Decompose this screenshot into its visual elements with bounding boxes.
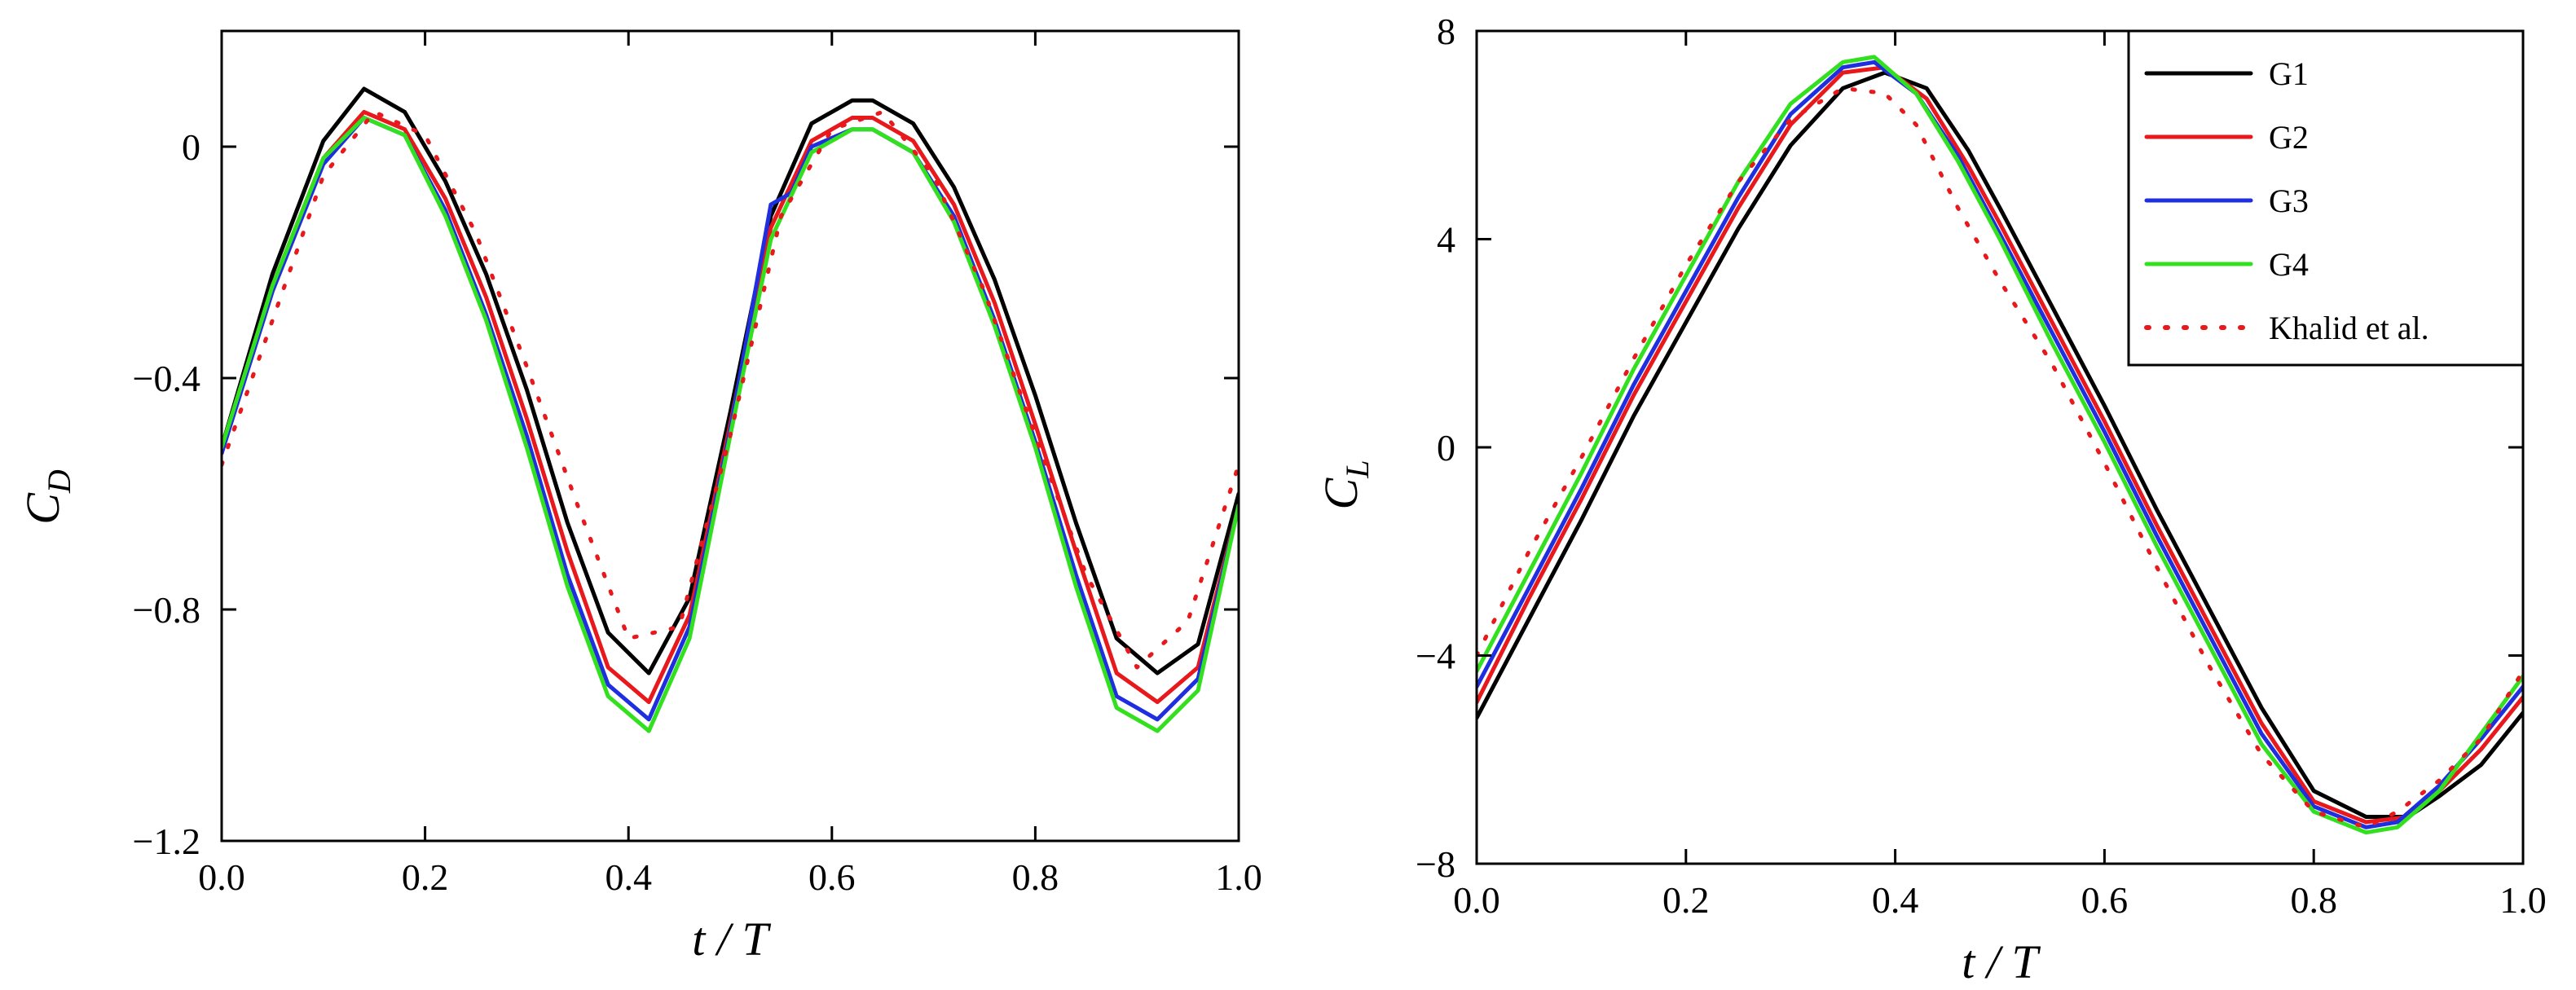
- drag-plot-frame: [220, 29, 1240, 843]
- drag-y-tick-label: −1.2: [133, 821, 200, 862]
- lift-series-g4: [1477, 55, 2523, 835]
- drag-x-tick-label: 1.0: [1215, 856, 1262, 898]
- legend-label: G1: [2269, 55, 2309, 92]
- lift-y-tick-label: 8: [1437, 11, 1455, 52]
- legend-label: G3: [2269, 183, 2309, 219]
- lift-x-tick-label: 0.4: [1872, 879, 1919, 921]
- lift-x-tick-label: 0.8: [2290, 879, 2337, 921]
- lift-y-tick-label: 0: [1437, 427, 1455, 469]
- drag-x-tick-label: 0.8: [1012, 856, 1059, 898]
- lift-series-g2: [1477, 65, 2523, 825]
- lift-y-tick-label: −4: [1416, 636, 1455, 677]
- drag-y-tick-label: −0.4: [133, 358, 200, 399]
- lift-y-tick-label: −8: [1416, 843, 1455, 885]
- lift-series-g1: [1477, 70, 2523, 819]
- drag-series-khalid-et-al: [222, 109, 1239, 670]
- lift-series-g3: [1477, 59, 2523, 829]
- drag-x-axis-title: t / T: [692, 913, 771, 966]
- legend-box: [2127, 29, 2525, 367]
- drag-x-tick-label: 0.0: [198, 856, 245, 898]
- legend-label: Khalid et al.: [2269, 310, 2429, 346]
- drag-x-tick-label: 0.4: [605, 856, 652, 898]
- lift-x-axis-title: t / T: [1962, 935, 2041, 988]
- drag-x-tick-label: 0.2: [402, 856, 449, 898]
- lift-series-khalid-et-al: [1477, 86, 2523, 829]
- lift-x-tick-label: 0.6: [2081, 879, 2129, 921]
- drag-series-group: [222, 86, 1239, 733]
- lift-coefficient-panel: 0.0 0.2 0.4 0.6 0.8 1.0 8 4 0 −4 −8 t / T CL G1 G2 G3 G4…: [1314, 11, 2547, 988]
- lift-series-group: [1477, 55, 2523, 835]
- legend-label: G4: [2269, 246, 2309, 283]
- legend: G1 G2 G3 G4 Khalid et al.: [2127, 29, 2525, 367]
- drag-coefficient-panel: 0.0 0.2 0.4 0.6 0.8 1.0 0 −0.4 −0.8 −1.2 t / T CD: [16, 29, 1262, 966]
- drag-y-tick-label: 0: [182, 126, 200, 168]
- lift-x-tick-label: 0.2: [1662, 879, 1710, 921]
- lift-y-tick-label: 4: [1437, 219, 1455, 261]
- lift-y-axis-title: CL: [1314, 460, 1376, 510]
- lift-x-tick-label: 1.0: [2499, 879, 2547, 921]
- drag-x-tick-label: 0.6: [808, 856, 856, 898]
- lift-x-tick-label: 0.0: [1453, 879, 1500, 921]
- legend-label: G2: [2269, 119, 2309, 156]
- drag-y-axis-title: CD: [16, 469, 77, 525]
- drag-series-g4: [222, 116, 1239, 733]
- drag-y-tick-label: −0.8: [133, 589, 200, 631]
